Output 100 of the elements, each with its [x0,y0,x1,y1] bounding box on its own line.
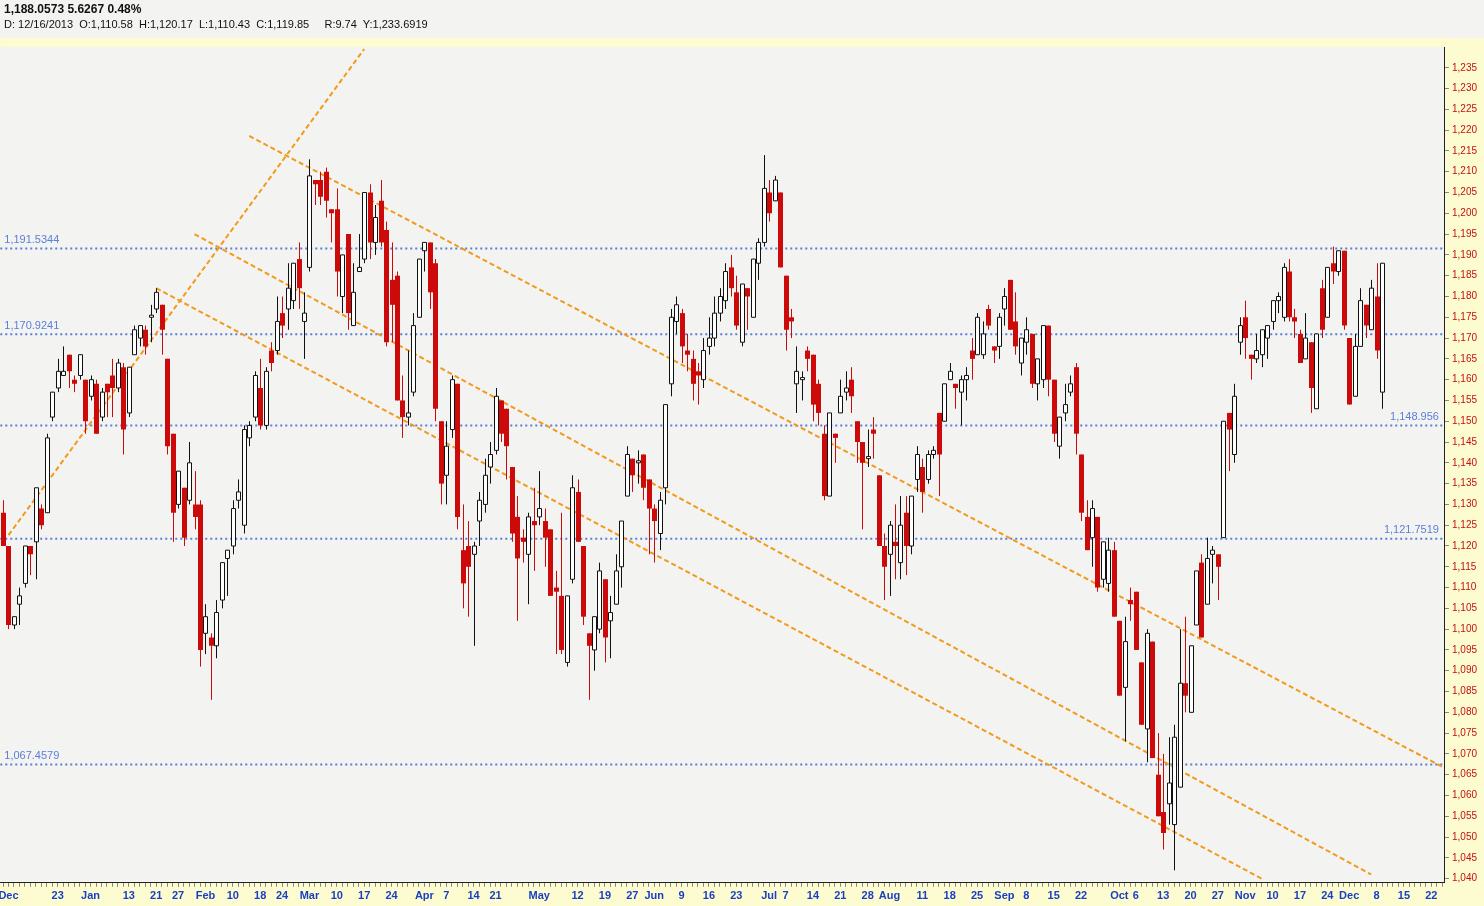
y-tick-label: 1,170 [1451,331,1478,343]
candlestick [143,325,148,356]
candlestick [89,375,94,401]
candlestick [942,383,947,422]
y-tick-label: 1,065 [1451,768,1478,780]
candlestick [915,445,920,493]
candlestick [17,587,22,626]
candlestick [1216,553,1221,601]
candlestick [1364,304,1369,339]
ref-line-label: 1,191.5344 [4,233,60,246]
y-tick-label: 1,150 [1451,414,1478,426]
candlestick [340,254,345,314]
candlestick [625,445,630,497]
x-tick-label: 27 [171,889,185,902]
y-tick-label: 1,050 [1451,830,1478,842]
x-tick-label: 27 [626,889,639,902]
y-tick-label: 1,230 [1451,82,1478,94]
y-tick-label: 1,045 [1451,851,1478,863]
x-tick-label: May [528,889,551,902]
x-tick-label: Feb [195,889,216,902]
y-tick-label: 1,040 [1451,872,1478,884]
candlestick [1123,616,1128,742]
y-tick-label: 1,210 [1451,165,1478,177]
x-tick-label: 22 [1074,889,1088,902]
ref-line-label: 1,170.9241 [4,318,60,331]
candlestick [373,204,378,256]
y-tick-label: 1,130 [1451,498,1478,510]
candlestick [970,337,975,381]
y-tick-label: 1,105 [1451,602,1478,614]
candlestick [203,603,208,655]
x-tick-label: 28 [861,889,874,902]
x-tick-label: 15 [1397,889,1411,902]
x-tick-label: Nov [1234,889,1257,902]
y-tick-label: 1,075 [1451,726,1478,738]
y-tick-label: 1,085 [1451,685,1478,697]
x-tick-label: Mar [299,889,320,902]
y-tick-label: 1,140 [1451,456,1478,468]
y-tick-label: 1,205 [1451,186,1478,198]
x-tick-label: 23 [51,889,64,902]
candlestick [849,366,854,414]
candlestick [587,632,592,701]
candlestick [860,441,865,530]
x-tick-label: 9 [678,889,685,902]
x-tick-label: 13 [122,889,135,902]
x-tick-label: 8 [1023,889,1030,902]
y-tick-label: 1,220 [1451,123,1478,135]
y-tick-label: 1,165 [1451,352,1478,364]
candlestick [1243,300,1248,360]
candlestick [269,341,274,372]
candlestick [855,420,860,464]
y-tick-label: 1,090 [1451,664,1478,676]
x-tick-label: 21 [834,889,847,902]
y-tick-label: 1,060 [1451,789,1478,801]
x-tick-label: Apr [414,889,435,902]
x-tick-label: 18 [254,889,267,902]
candlestick [685,333,690,372]
candlestick [729,254,734,297]
y-tick-label: 1,080 [1451,706,1478,718]
candlestick [209,632,214,701]
candlestick [1183,616,1188,713]
candlestick [307,158,312,273]
x-tick-label: 7 [443,889,450,902]
candlestick [570,474,575,584]
x-tick-label: 27 [1211,889,1224,902]
ref-line-label: 1,148.956 [1390,410,1439,423]
candlestick [827,412,832,497]
x-tick-label: Jun [644,889,665,902]
x-tick-label: Dec [1339,889,1360,902]
candlestick [871,416,876,460]
x-tick-label: Jul [761,889,778,902]
x-tick-label: 25 [970,889,984,902]
x-tick-label: 21 [489,889,502,902]
candlestick [565,595,570,668]
candlestick [187,441,192,505]
x-tick-label: 24 [1321,889,1335,902]
y-tick-label: 1,160 [1451,373,1478,385]
x-tick-label: 18 [943,889,956,902]
x-tick-label: 15 [1047,889,1060,902]
y-tick-label: 1,180 [1451,290,1478,302]
x-tick-label: 22 [1425,889,1438,902]
candlestick [953,383,958,410]
x-tick-label: Aug [878,889,901,902]
candlestick [844,370,849,401]
y-tick-label: 1,215 [1451,144,1478,156]
x-tick-label: 14 [467,889,481,902]
candlestick [1068,375,1073,397]
ref-line-label: 1,067.4579 [4,749,60,761]
x-tick-label: 14 [806,889,820,902]
x-tick-label: Dec [0,889,19,902]
y-tick-label: 1,195 [1451,227,1478,239]
y-tick-label: 1,055 [1451,810,1478,822]
x-tick-label: 17 [1293,889,1307,902]
candlestick [400,375,405,439]
ref-line-label: 1,121.7519 [1383,523,1439,536]
x-tick-label: 16 [702,889,716,902]
y-tick-label: 1,200 [1451,207,1478,219]
candlestick [362,192,367,264]
x-tick-label: Sep [994,889,1015,902]
x-tick-label: 24 [275,889,290,902]
x-tick-label: 19 [598,889,612,902]
